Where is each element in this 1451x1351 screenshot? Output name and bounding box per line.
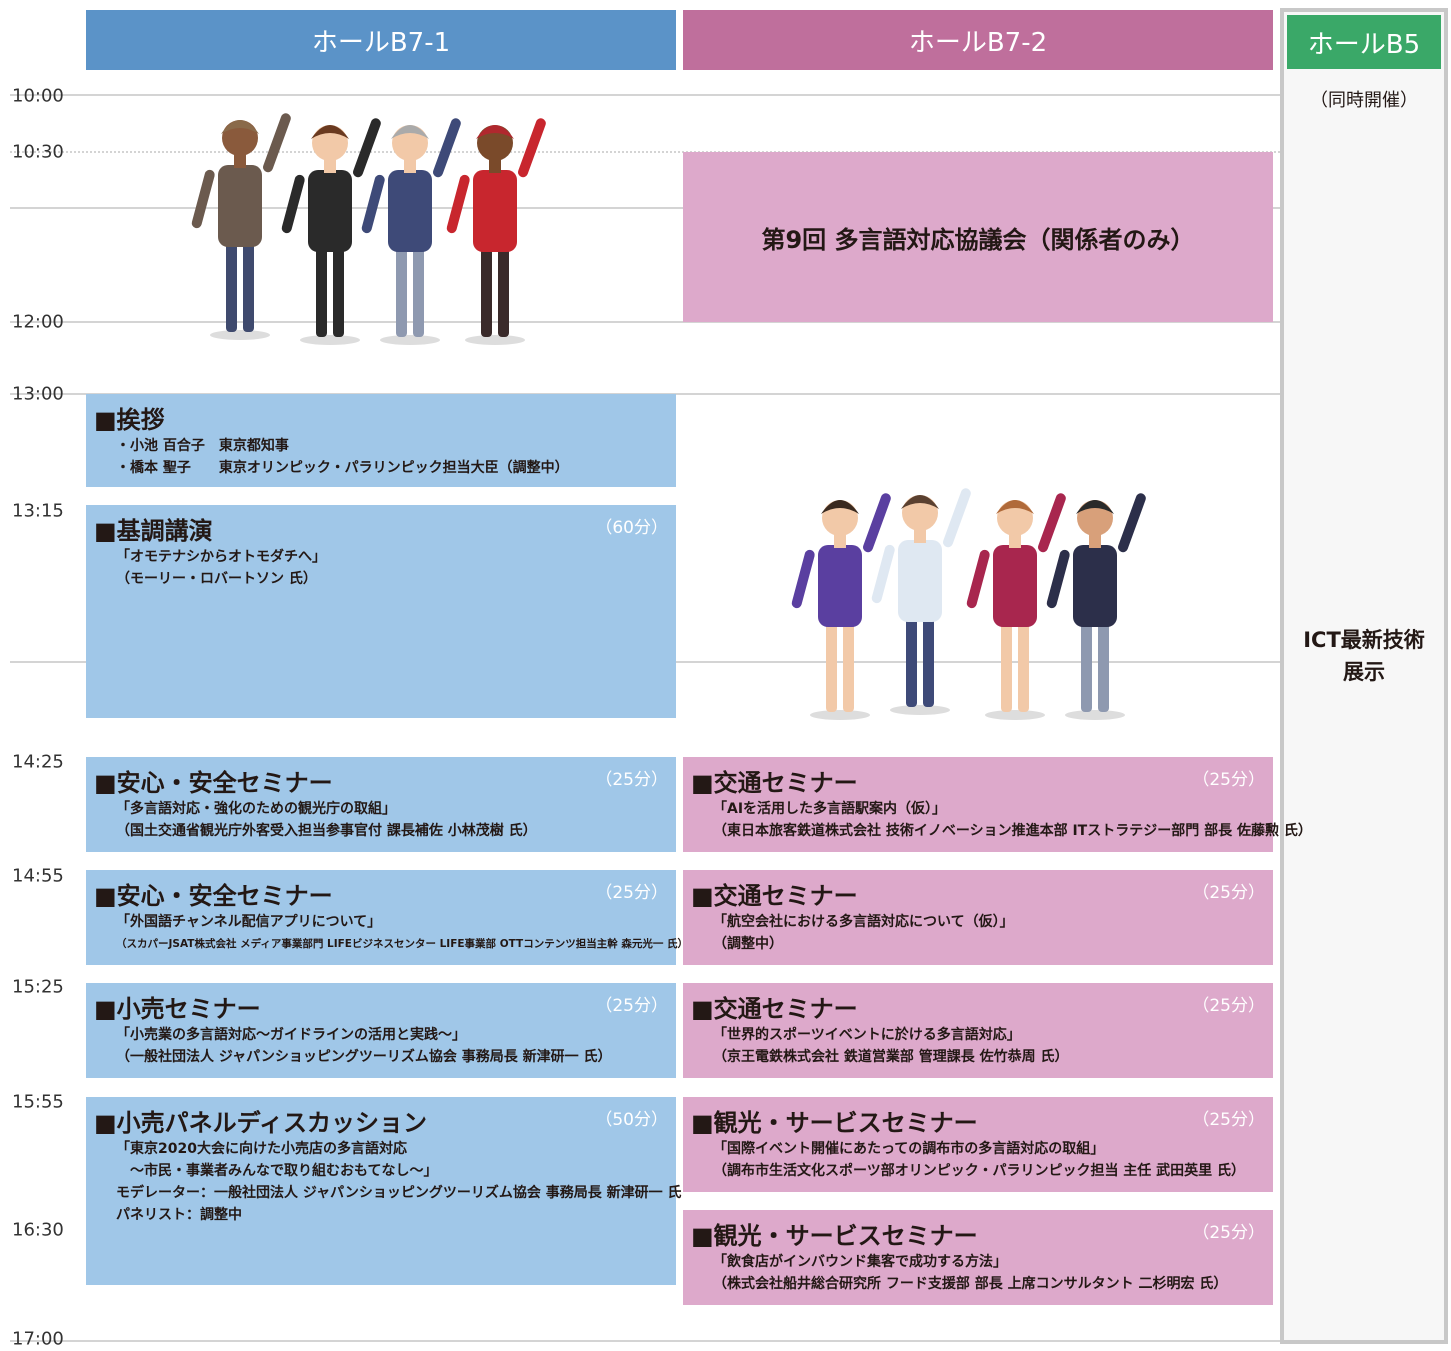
session-detail: （東日本旅客鉄道株式会社 技術イノベーション推進本部 ITストラテジー部門 部長… bbox=[713, 823, 1312, 839]
session: ■観光・サービスセミナー （25分） 「国際イベント開催にあたっての調布市の多言語対… bbox=[683, 1097, 1273, 1192]
session: 第9回 多言語対応協議会（関係者のみ） bbox=[683, 152, 1273, 322]
session-title: ■交通セミナー bbox=[691, 769, 858, 797]
session-detail: 「オモテナシからオトモダチへ」 bbox=[116, 549, 326, 565]
session-duration: （25分） bbox=[1192, 1223, 1265, 1243]
session-title: ■安心・安全セミナー bbox=[94, 769, 333, 797]
note: （同時開催） bbox=[1310, 90, 1418, 111]
session-detail: （一般社団法人 ジャパンショッピングツーリズム協会 事務局長 新津研一 氏） bbox=[116, 1049, 612, 1065]
session-duration: （25分） bbox=[595, 770, 668, 790]
session-detail: パネリスト：調整中 bbox=[116, 1207, 242, 1223]
session-detail: （国土交通省観光庁外客受入担当参事官付 課長補佐 小林茂樹 氏） bbox=[116, 823, 537, 839]
time-label: 13:00 bbox=[12, 383, 64, 405]
time-label: 10:00 bbox=[12, 85, 64, 107]
session-duration: （25分） bbox=[1192, 996, 1265, 1016]
time-label: 17:00 bbox=[12, 1328, 64, 1350]
session-detail: 「飲食店がインバウンド集客で成功する方法」 bbox=[713, 1254, 1007, 1270]
time-label: 15:55 bbox=[12, 1091, 64, 1113]
session-duration: （50分） bbox=[595, 1110, 668, 1130]
time-label: 14:25 bbox=[12, 751, 64, 773]
hall-header: ホールB7-2 bbox=[683, 10, 1273, 70]
session: ■小売セミナー （25分） 「小売業の多言語対応～ガイドラインの活用と実践～」 （一般… bbox=[86, 983, 676, 1078]
session-detail: （株式会社船井総合研究所 フード支援部 部長 上席コンサルタント 二杉明宏 氏） bbox=[713, 1276, 1228, 1292]
session-duration: （25分） bbox=[1192, 770, 1265, 790]
session-title: 第9回 多言語対応協議会（関係者のみ） bbox=[761, 225, 1195, 254]
session-detail: 「外国語チャンネル配信アプリについて」 bbox=[116, 914, 382, 930]
hall-header: ホールB5 bbox=[1287, 15, 1441, 69]
session-detail: （調布市生活文化スポーツ部オリンピック・パラリンピック担当 主任 武田英里 氏） bbox=[713, 1163, 1246, 1179]
session: ■小売パネルディスカッション （50分） 「東京2020大会に向けた小売店の多言語対… bbox=[86, 1097, 682, 1285]
session-detail: （調整中） bbox=[713, 936, 783, 952]
session-title: ■交通セミナー bbox=[691, 995, 858, 1023]
session-detail: 「世界的スポーツイベントに於ける多言語対応」 bbox=[713, 1027, 1021, 1043]
exhibit-line: ICT最新技術 bbox=[1303, 628, 1425, 652]
time-label: 16:30 bbox=[12, 1219, 64, 1241]
session-title: ■観光・サービスセミナー bbox=[691, 1222, 978, 1250]
session: ■交通セミナー （25分） 「AIを活用した多言語駅案内（仮）」 （東日本旅客鉄道株式… bbox=[683, 757, 1312, 852]
exhibit-line: 展示 bbox=[1343, 660, 1385, 684]
session: ■安心・安全セミナー （25分） 「外国語チャンネル配信アプリについて」 （スカパーJ… bbox=[86, 870, 689, 965]
session-duration: （25分） bbox=[595, 996, 668, 1016]
session: ■交通セミナー （25分） 「世界的スポーツイベントに於ける多言語対応」 （京王電鉄株… bbox=[683, 983, 1273, 1078]
session-title: ■安心・安全セミナー bbox=[94, 882, 333, 910]
exhibit: ICT最新技術 展示 bbox=[1287, 624, 1441, 688]
session-detail: （スカパーJSAT株式会社 メディア事業部門 LIFEビジネスセンター LIFE… bbox=[116, 938, 689, 950]
time-label: 10:30 bbox=[12, 141, 64, 163]
session: ■基調講演 （60分） 「オモテナシからオトモダチへ」 （モーリー・ロバートソン 氏） bbox=[86, 505, 676, 718]
session-title: ■小売セミナー bbox=[94, 995, 261, 1023]
session-duration: （60分） bbox=[595, 518, 668, 538]
session-detail: ・小池 百合子 東京都知事 bbox=[116, 438, 289, 454]
session-title: ■観光・サービスセミナー bbox=[691, 1109, 978, 1137]
session-detail: 「東京2020大会に向けた小売店の多言語対応 bbox=[116, 1141, 407, 1157]
time-label: 13:15 bbox=[12, 500, 64, 522]
session: ■安心・安全セミナー （25分） 「多言語対応・強化のための観光庁の取組」 （国土交通… bbox=[86, 757, 676, 852]
session-detail: 「航空会社における多言語対応について（仮）」 bbox=[713, 914, 1014, 930]
session-duration: （25分） bbox=[1192, 1110, 1265, 1130]
session-duration: （25分） bbox=[1192, 883, 1265, 903]
session-title: ■交通セミナー bbox=[691, 882, 858, 910]
session-detail: 「多言語対応・強化のための観光庁の取組」 bbox=[116, 801, 396, 817]
hall-header: ホールB7-1 bbox=[86, 10, 676, 70]
session-detail: （京王電鉄株式会社 鉄道営業部 管理課長 佐竹恭周 氏） bbox=[713, 1049, 1069, 1065]
session-detail: モデレーター：一般社団法人 ジャパンショッピングツーリズム協会 事務局長 新津研… bbox=[116, 1185, 682, 1201]
session-detail: （モーリー・ロバートソン 氏） bbox=[116, 571, 317, 587]
session: ■観光・サービスセミナー （25分） 「飲食店がインバウンド集客で成功する方法」 （株… bbox=[683, 1210, 1273, 1305]
session-detail: ・橋本 聖子 東京オリンピック・パラリンピック担当大臣（調整中） bbox=[116, 460, 569, 476]
session-title: ■基調講演 bbox=[94, 517, 213, 545]
time-label: 14:55 bbox=[12, 865, 64, 887]
session-title: ■小売パネルディスカッション bbox=[94, 1109, 427, 1137]
session-detail: ～市民・事業者みんなで取り組むおもてなし～」 bbox=[116, 1163, 438, 1179]
session-title: ■挨拶 bbox=[94, 406, 165, 434]
session-detail: 「AIを活用した多言語駅案内（仮）」 bbox=[713, 801, 947, 817]
session-detail: 「小売業の多言語対応～ガイドラインの活用と実践～」 bbox=[116, 1027, 466, 1043]
session: ■交通セミナー （25分） 「航空会社における多言語対応について（仮）」 （調整中） bbox=[683, 870, 1273, 965]
time-label: 12:00 bbox=[12, 311, 64, 333]
session: ■挨拶・小池 百合子 東京都知事・橋本 聖子 東京オリンピック・パラリンピック担… bbox=[86, 394, 676, 487]
session-duration: （25分） bbox=[595, 883, 668, 903]
time-label: 15:25 bbox=[12, 976, 64, 998]
session-detail: 「国際イベント開催にあたっての調布市の多言語対応の取組」 bbox=[713, 1141, 1105, 1157]
